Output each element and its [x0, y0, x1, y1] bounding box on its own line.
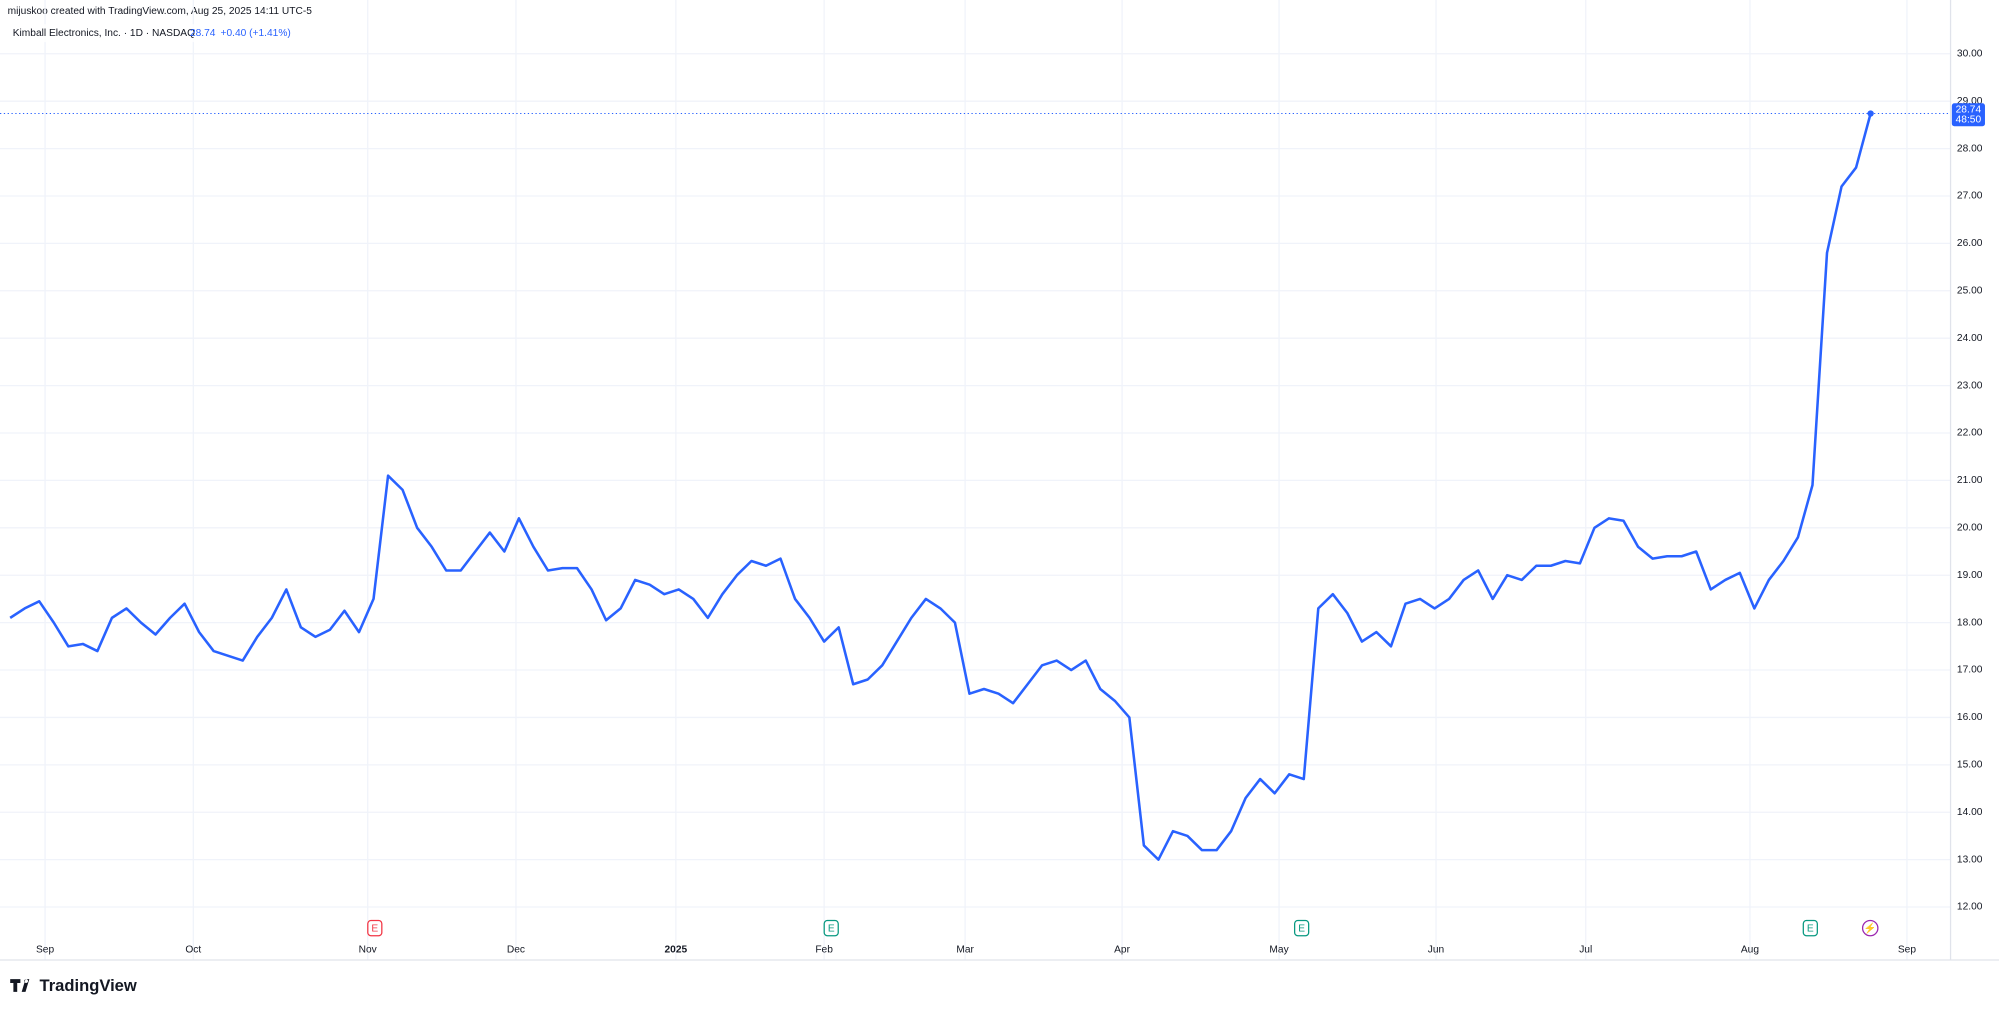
x-tick-label: May: [1269, 944, 1289, 955]
y-tick-label: 29.00: [1957, 96, 1983, 107]
credit: mijuskoo created with TradingView.com, A…: [8, 6, 313, 17]
x-tick-label: 2025: [665, 944, 688, 955]
grid: [0, 0, 1951, 960]
x-tick-label: Apr: [1114, 944, 1130, 955]
event-label: E: [371, 923, 378, 934]
legend-price: 28.74: [190, 28, 216, 39]
y-tick-label: 22.00: [1957, 428, 1983, 439]
legend-change: +0.40 (+1.41%): [221, 28, 291, 39]
last-point: [1867, 110, 1874, 117]
event-marker: E: [367, 919, 383, 937]
price-line: [9, 113, 1872, 861]
event-marker: ⚡: [1861, 919, 1879, 937]
x-tick-label: Jul: [1579, 944, 1592, 955]
y-tick-label: 20.00: [1957, 523, 1983, 534]
x-tick-label: Sep: [36, 944, 54, 955]
y-tick-label: 30.00: [1957, 48, 1983, 59]
x-tick-label: Aug: [1741, 944, 1759, 955]
y-tick-label: 27.00: [1957, 191, 1983, 202]
event-label: ⚡: [1864, 921, 1877, 934]
x-tick-label: Dec: [507, 944, 525, 955]
x-tick-label: Mar: [956, 944, 974, 955]
event-badge: [367, 919, 383, 937]
event-label: E: [828, 923, 835, 934]
brand-logo: [10, 979, 30, 992]
y-tick-label: 16.00: [1957, 712, 1983, 723]
price-label: 28.74: [1956, 104, 1982, 115]
y-tick-label: 23.00: [1957, 380, 1983, 391]
x-tick-label: Jun: [1428, 944, 1444, 955]
y-tick-label: 21.00: [1957, 475, 1983, 486]
event-label: E: [1298, 923, 1305, 934]
x-tick-label: Nov: [359, 944, 378, 955]
y-tick-label: 15.00: [1957, 760, 1983, 771]
logo-mark: [10, 979, 30, 992]
y-tick-label: 26.00: [1957, 238, 1983, 249]
symbol-title: Kimball Electronics, Inc. · 1D · NASDAQ: [13, 28, 195, 39]
legend-bg: [7, 24, 301, 43]
y-tick-label: 24.00: [1957, 333, 1983, 344]
event-marker: E: [1802, 919, 1818, 937]
event-badge: [1293, 919, 1310, 937]
countdown: 48:50: [1956, 115, 1982, 126]
plot: [0, 110, 1951, 861]
price-label-box: [1951, 103, 1985, 127]
x-tick-label: Oct: [185, 944, 201, 955]
event-badge: [1802, 919, 1818, 937]
event-badge: [1861, 919, 1879, 937]
y-tick-label: 13.00: [1957, 854, 1983, 865]
x-tick-label: Feb: [815, 944, 833, 955]
event-marker: E: [1293, 919, 1310, 937]
y-tick-label: 28.00: [1957, 143, 1983, 154]
brand: TradingView: [40, 976, 137, 995]
y-tick-label: 14.00: [1957, 807, 1983, 818]
event-label: E: [1807, 923, 1814, 934]
y-tick-label: 25.00: [1957, 285, 1983, 296]
y-tick-label: 19.00: [1957, 570, 1983, 581]
x-tick-label: Sep: [1898, 944, 1916, 955]
y-tick-label: 12.00: [1957, 902, 1983, 913]
y-tick-label: 17.00: [1957, 665, 1983, 676]
event-badge: [823, 919, 839, 937]
event-marker: E: [823, 919, 839, 937]
y-tick-label: 18.00: [1957, 617, 1983, 628]
